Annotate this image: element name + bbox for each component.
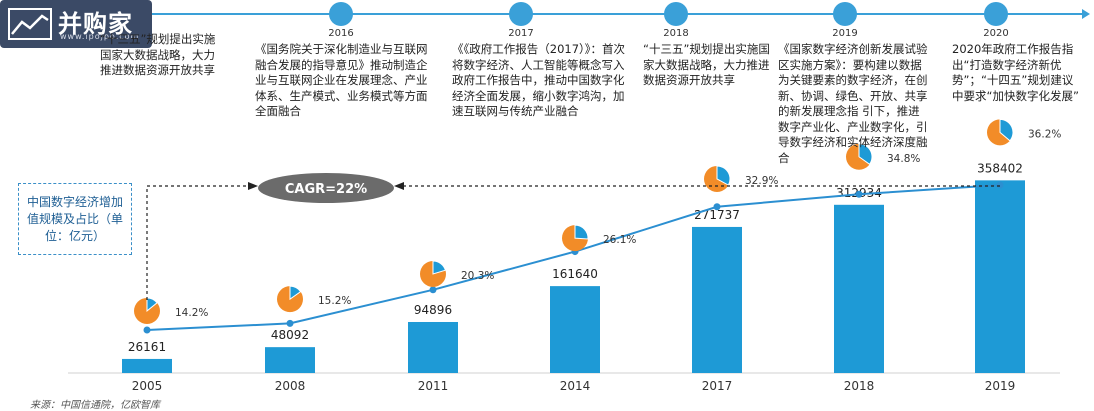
y-axis-label: 中国数字经济增加值规模及占比（单位：亿元） bbox=[18, 183, 132, 255]
x-tick-label: 2008 bbox=[275, 379, 306, 393]
brand-name: 并购家 bbox=[58, 10, 133, 38]
x-tick-label: 2018 bbox=[844, 379, 875, 393]
cagr-arrow-right bbox=[394, 182, 404, 190]
source-note: 来源：中国信通院，亿欧智库 bbox=[30, 400, 160, 411]
bar-2017 bbox=[692, 226, 742, 373]
bar-2005 bbox=[122, 358, 172, 373]
bar-value-label: 358402 bbox=[977, 161, 1023, 175]
share-label: 32.9% bbox=[745, 175, 778, 187]
timeline-year-2016: 2016 bbox=[328, 28, 353, 39]
timeline-event-2017: 《《政府工作报告（2017）》：首次将数字经济、人工智能等概念写入政府工作报告中… bbox=[452, 42, 626, 118]
timeline-node-2017 bbox=[509, 2, 533, 26]
bar-2011 bbox=[408, 321, 458, 373]
share-point-2019 bbox=[996, 181, 1004, 189]
timeline-event-2016: 《国务院关于深化制造业与互联网融合发展的指导意见》推动制造企业与互联网企业在发展… bbox=[255, 42, 428, 118]
share-point-2018 bbox=[855, 190, 863, 198]
timeline-event-2019: 《国家数字经济创新发展试验区实施方案》：要构建以数据为关键要素的数字经济，在创新… bbox=[778, 42, 928, 165]
bar-value-label: 26161 bbox=[128, 340, 166, 354]
timeline-event-2020: 2020年政府工作报告指出“打造数字经济新优势”；“十四五”规划建议中要求“加快… bbox=[952, 42, 1079, 103]
y-axis-label-text: 中国数字经济增加值规模及占比（单位：亿元） bbox=[27, 194, 124, 243]
timeline-node-2016 bbox=[329, 2, 353, 26]
share-pie-slice bbox=[858, 143, 873, 166]
chart-logo-icon bbox=[8, 8, 52, 40]
timeline-year-2020: 2020 bbox=[983, 28, 1008, 39]
x-tick-label: 2019 bbox=[985, 379, 1016, 393]
brand-site: www.ipojpo.com bbox=[60, 32, 140, 41]
bar-2014 bbox=[550, 286, 600, 373]
share-pie-slice bbox=[289, 285, 302, 301]
x-tick-label: 2005 bbox=[132, 379, 163, 393]
share-label: 36.2% bbox=[1028, 128, 1061, 140]
share-point-2005 bbox=[143, 326, 151, 334]
x-tick-label: 2017 bbox=[702, 379, 733, 393]
timeline-node-2018 bbox=[664, 2, 688, 26]
timeline-year-2019: 2019 bbox=[832, 28, 857, 39]
share-point-2011 bbox=[429, 286, 437, 294]
share-label: 14.2% bbox=[175, 307, 208, 319]
timeline-year-2017: 2017 bbox=[508, 28, 533, 39]
cagr-badge bbox=[258, 173, 394, 203]
bar-value-label: 94896 bbox=[414, 303, 452, 317]
share-pie-slice bbox=[432, 260, 447, 275]
share-label: 26.1% bbox=[603, 234, 636, 246]
bar-value-label: 161640 bbox=[552, 267, 598, 281]
share-label: 15.2% bbox=[318, 295, 351, 307]
share-point-2008 bbox=[286, 319, 294, 327]
bar-2008 bbox=[265, 347, 315, 373]
timeline-event-2018: “十三五”规划提出实施国家大数据战略，大力推进数据资源开放共享 bbox=[643, 42, 770, 87]
timeline-year-2018: 2018 bbox=[663, 28, 688, 39]
share-point-2017 bbox=[713, 203, 721, 211]
share-pie-slice bbox=[574, 224, 589, 240]
bar-2019 bbox=[975, 180, 1025, 373]
bar-value-label: 48092 bbox=[271, 328, 309, 342]
share-pie-slice bbox=[999, 118, 1014, 142]
timeline-node-2019 bbox=[833, 2, 857, 26]
cagr-arrow-left bbox=[248, 182, 258, 190]
cagr-bracket-left bbox=[146, 185, 255, 300]
x-tick-label: 2014 bbox=[560, 379, 591, 393]
share-label: 34.8% bbox=[887, 153, 920, 165]
brand-logo[interactable]: 并购家 www.ipojpo.com bbox=[0, 0, 152, 48]
share-label: 20.3% bbox=[461, 270, 494, 282]
timeline-node-2020 bbox=[984, 2, 1008, 26]
cagr-label: CAGR=22% bbox=[285, 182, 367, 197]
timeline-arrow bbox=[1082, 9, 1090, 19]
timeline-event-2015: “十三五”规划提出实施国家大数据战略，大力推进数据资源开放共享 bbox=[100, 32, 216, 77]
bar-2018 bbox=[834, 204, 884, 373]
bar-value-label: 271737 bbox=[694, 208, 740, 222]
share-pie-slice bbox=[716, 165, 731, 186]
x-tick-label: 2011 bbox=[418, 379, 449, 393]
